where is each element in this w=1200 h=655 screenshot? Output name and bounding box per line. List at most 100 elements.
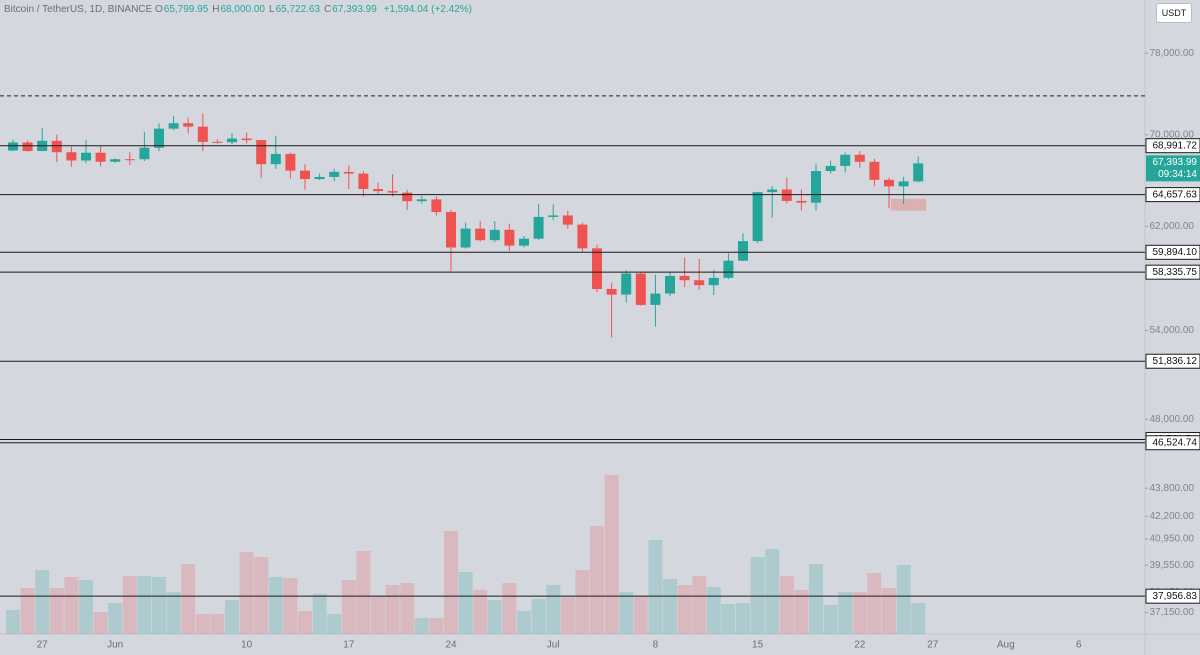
- candle-body: [22, 142, 33, 152]
- volume-bar: [677, 585, 692, 634]
- volume-bar: [823, 605, 838, 634]
- candle-body: [212, 141, 223, 143]
- candle-body: [387, 191, 398, 193]
- candle-body: [402, 192, 413, 202]
- candle-body: [650, 293, 661, 305]
- volume-bar: [560, 597, 575, 634]
- volume-bar: [619, 592, 634, 634]
- volume-bar: [341, 580, 356, 634]
- candle-body: [665, 275, 675, 294]
- volume-bar: [283, 578, 298, 634]
- volume-bar: [195, 614, 210, 634]
- y-tick-label: 48,000.00: [1150, 414, 1195, 425]
- price-tag: [1146, 155, 1200, 182]
- volume-bar: [6, 610, 20, 634]
- y-tick-label: 40,950.00: [1150, 534, 1195, 545]
- volume-bar: [896, 565, 911, 634]
- candle-body: [285, 153, 296, 171]
- x-tick-label: 17: [343, 640, 355, 651]
- currency-button[interactable]: USDT: [1156, 3, 1192, 23]
- candle-body: [154, 128, 164, 148]
- candle-body: [562, 215, 573, 225]
- candle-body: [504, 229, 515, 246]
- price-tag-label: 67,393.99: [1153, 157, 1198, 168]
- volume-bar: [79, 580, 93, 634]
- candle-body: [270, 153, 281, 165]
- field-key: O: [154, 4, 163, 15]
- volume-bar: [882, 588, 896, 634]
- volume-bar: [809, 564, 823, 634]
- candle-body: [460, 228, 471, 248]
- x-tick-label: Aug: [997, 640, 1015, 651]
- volume-bar: [93, 612, 108, 634]
- volume-bar: [152, 577, 166, 634]
- candle-body: [708, 277, 719, 286]
- volume-bar: [312, 594, 327, 634]
- y-tick-label: 43,800.00: [1150, 483, 1195, 494]
- volume-bar: [64, 577, 79, 634]
- x-tick-label: 24: [445, 640, 457, 651]
- volume-bar: [137, 576, 152, 634]
- x-tick-label: 15: [752, 640, 764, 651]
- volume-bar: [663, 579, 677, 634]
- volume-bar: [706, 587, 721, 634]
- candle-body: [227, 138, 237, 143]
- volume-bar: [327, 614, 342, 634]
- volume-bar: [210, 614, 225, 634]
- volume-bar: [590, 526, 604, 634]
- candle-body: [840, 154, 851, 166]
- volume-bar: [633, 596, 648, 634]
- x-tick-label: 27: [37, 640, 49, 651]
- volume-bar: [108, 603, 123, 634]
- level-label: 59,894.10: [1153, 247, 1198, 258]
- candle-body: [8, 142, 18, 151]
- change: +1,594.04 (+2.42%): [383, 4, 472, 15]
- volume-bar: [254, 557, 269, 634]
- volume-bar: [400, 583, 415, 634]
- candle-body: [431, 199, 442, 213]
- volume-bar: [444, 531, 458, 634]
- volume-bar: [911, 603, 926, 634]
- level-tag: [1145, 353, 1200, 369]
- volume-bar: [268, 577, 283, 634]
- field-key: C: [324, 4, 332, 15]
- level-tag: [1145, 264, 1200, 280]
- candle-body: [183, 123, 194, 127]
- candle-body: [314, 176, 325, 180]
- level-label: 46,524.74: [1153, 437, 1198, 448]
- candle-body: [796, 200, 807, 203]
- volume-bar: [458, 572, 473, 634]
- field-value: 65,722.63: [275, 4, 321, 15]
- level-label: 64,657.63: [1153, 189, 1198, 200]
- volume-bar: [575, 570, 590, 634]
- volume-bar: [20, 588, 35, 634]
- candle-body: [913, 163, 924, 182]
- field-value: 65,799.95: [163, 4, 209, 15]
- candle-body: [781, 189, 792, 201]
- volume-bar: [546, 585, 561, 634]
- candle-body: [723, 260, 734, 278]
- candle-body: [635, 273, 646, 305]
- candle-body: [300, 170, 310, 180]
- volume-bar: [852, 592, 867, 634]
- x-tick-label: Jun: [107, 640, 123, 651]
- volume-bar: [765, 549, 780, 634]
- candle-body: [898, 181, 909, 187]
- candle-body: [825, 165, 836, 172]
- candle-body: [446, 212, 456, 248]
- y-tick-label: 39,550.00: [1150, 560, 1195, 571]
- candle-body: [475, 228, 486, 241]
- volume-bar: [385, 585, 400, 634]
- zone-box: [891, 198, 927, 211]
- x-tick-label: 8: [653, 640, 659, 651]
- candle-body: [168, 123, 179, 129]
- volume-bar: [298, 611, 312, 634]
- volume-bar: [838, 592, 853, 634]
- volume-bar: [181, 564, 196, 634]
- x-tick-label: Jul: [547, 640, 560, 651]
- field-key: H: [212, 4, 220, 15]
- volume-bar: [487, 600, 502, 634]
- candle-body: [533, 216, 544, 239]
